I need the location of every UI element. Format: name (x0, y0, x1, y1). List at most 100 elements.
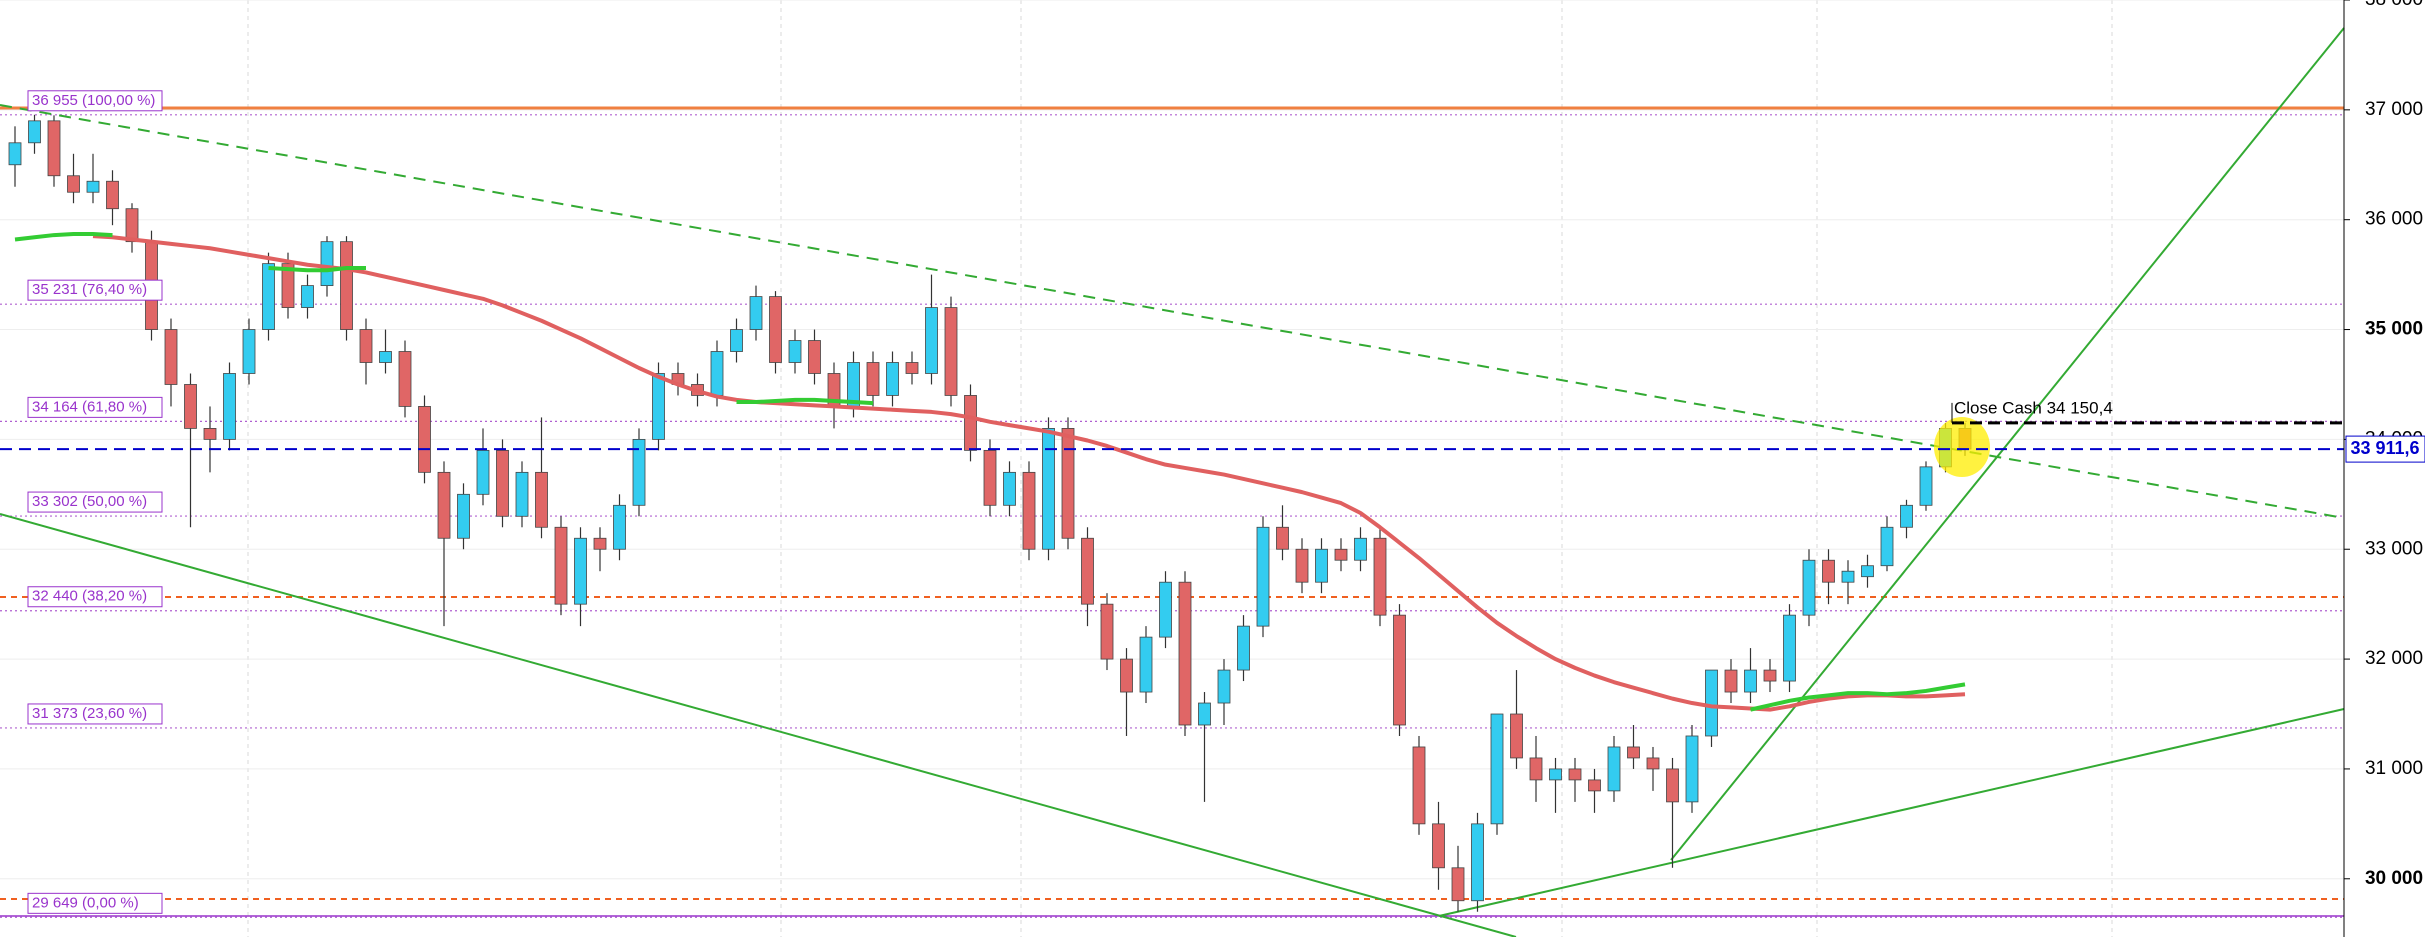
candle-body (1120, 658, 1133, 693)
candle-body (1685, 735, 1699, 803)
candle-body (437, 471, 451, 539)
highlight (1934, 417, 1990, 477)
fib-label: 36 955 (100,00 %) (32, 92, 155, 109)
candle-body (1646, 757, 1660, 770)
close-cash-label: Close Cash 34 150,4 (1954, 398, 2113, 417)
candle-body (1217, 669, 1231, 704)
candle-body (1627, 746, 1640, 759)
moving-average (14, 231, 1966, 712)
last-price-box (2345, 435, 2425, 463)
candle-body (476, 449, 490, 495)
candle-body (47, 120, 61, 177)
candle-body (1841, 570, 1855, 583)
candle-body (905, 362, 919, 374)
candle-body (28, 120, 41, 144)
candle-body (964, 395, 977, 451)
candle-body (1666, 768, 1679, 803)
candle-body (1334, 548, 1348, 561)
candles (8, 114, 1972, 912)
candle-body (1490, 713, 1504, 825)
candle-body (1744, 669, 1757, 693)
candle-body (574, 537, 587, 605)
candle-body (340, 241, 353, 330)
candle-body (1724, 669, 1738, 693)
candle-body (1705, 669, 1718, 737)
candle-body (301, 285, 314, 308)
candle-body (1276, 526, 1289, 550)
candle-body (203, 428, 217, 440)
candle-body (944, 307, 958, 396)
candle-body (983, 449, 997, 506)
fib-label: 31 373 (23,60 %) (32, 705, 147, 722)
candle-body (866, 362, 880, 396)
fib-label-box (27, 90, 163, 112)
candle-body (1510, 713, 1523, 759)
candle-body (1900, 504, 1913, 528)
candle-body (496, 449, 509, 517)
candle-body (730, 329, 743, 352)
overlays: 36 955 (100,00 %) 35 231 (76,40 %) 34 164 … (0, 90, 2344, 914)
fib-label-box (27, 703, 163, 725)
candle-body (925, 307, 938, 374)
candle-body (359, 329, 373, 363)
candle-body (886, 362, 899, 396)
fib-label: 29 649 (0,00 %) (32, 894, 139, 911)
candle-body (1451, 867, 1465, 902)
y-tick-label: 31 000 (2365, 758, 2423, 779)
candle-body (1354, 537, 1367, 561)
candle-body (1471, 823, 1484, 902)
candle-body (164, 329, 178, 385)
candle-body (1237, 625, 1250, 671)
candle-body (1295, 548, 1309, 583)
candle-body (1081, 537, 1094, 605)
candle-body (749, 296, 763, 330)
levels (0, 0, 2344, 918)
fib-label: 35 231 (76,40 %) (32, 281, 147, 298)
candle-body (1822, 559, 1835, 583)
candle-body (1042, 428, 1055, 550)
candle-body (1315, 548, 1328, 583)
y-tick-label: 38 000 (2365, 0, 2423, 10)
fib-label: 33 302 (50,00 %) (32, 493, 147, 510)
candle-body (632, 438, 646, 506)
y-tick-label: 36 000 (2365, 209, 2423, 230)
fib-label-box (27, 279, 163, 301)
y-tick-label: 37 000 (2365, 99, 2423, 120)
candle-body (1919, 466, 1933, 506)
candle-body (652, 373, 665, 440)
moving-average (92, 234, 1966, 712)
candle-body (769, 296, 782, 363)
y-tick-label: 32 000 (2365, 648, 2423, 669)
candle-body (223, 373, 236, 440)
candle-body (535, 471, 548, 528)
candle-body (379, 351, 392, 363)
fib-label-box (27, 491, 163, 513)
fib-label: 32 440 (38,20 %) (32, 588, 147, 605)
candle-body (67, 175, 80, 193)
candle-body (1139, 636, 1153, 693)
fib-label-box (27, 586, 163, 608)
candle-body (1393, 614, 1406, 726)
y-tick-label: 33 000 (2365, 538, 2423, 559)
candle-body (613, 504, 626, 550)
candle-body (1432, 823, 1445, 869)
candle-body (1178, 581, 1192, 726)
candle-body (125, 208, 139, 243)
candle-body (1549, 768, 1562, 781)
last-price-label: 33 911,6 (2350, 438, 2419, 458)
trend-line (1438, 708, 2345, 917)
candle-body (262, 263, 275, 330)
candle-body (808, 340, 821, 374)
candle-body (418, 406, 431, 473)
candle-body (1022, 471, 1036, 550)
candle-body (184, 384, 197, 429)
candle-body (1003, 471, 1016, 506)
trend-line (1670, 27, 2345, 861)
candle-body (281, 263, 295, 308)
candle-body (1783, 614, 1796, 682)
candle-body (1763, 669, 1777, 682)
candle-body (1100, 603, 1114, 660)
candle-body (1198, 702, 1211, 726)
candle-body (593, 537, 607, 550)
fib-label-box (27, 396, 163, 418)
